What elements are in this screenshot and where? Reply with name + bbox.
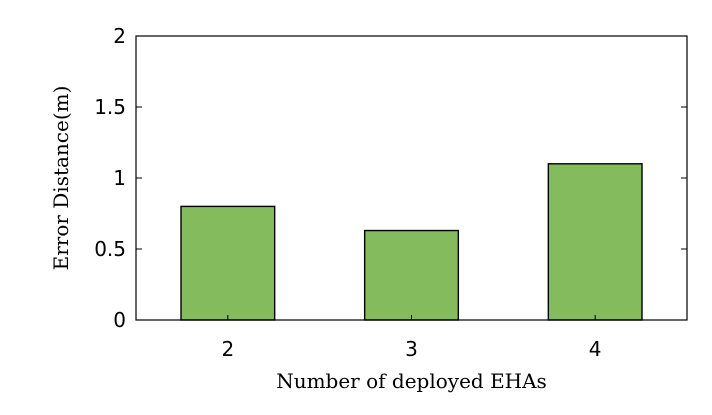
bar-3 [363, 229, 460, 321]
y-tick-label-1.5: 1.5 [94, 95, 126, 119]
x-axis-ticks: 2 3 4 [221, 315, 602, 361]
y-axis-ticks: 0 0.5 1 1.5 2 [94, 24, 687, 332]
y-tick-label-0.5: 0.5 [94, 237, 126, 261]
bar-2 [180, 205, 276, 321]
x-tick-label-4: 4 [589, 337, 602, 361]
x-tick-label-3: 3 [405, 337, 418, 361]
x-axis-label: Number of deployed EHAs [276, 369, 547, 393]
bar-4 [547, 163, 643, 321]
y-tick-label-1: 1 [113, 166, 126, 190]
x-tick-label-2: 2 [221, 337, 234, 361]
y-axis-label: Error Distance(m) [49, 86, 73, 271]
y-tick-label-0: 0 [113, 308, 126, 332]
y-tick-label-2: 2 [113, 24, 126, 48]
bars-group [180, 163, 643, 321]
